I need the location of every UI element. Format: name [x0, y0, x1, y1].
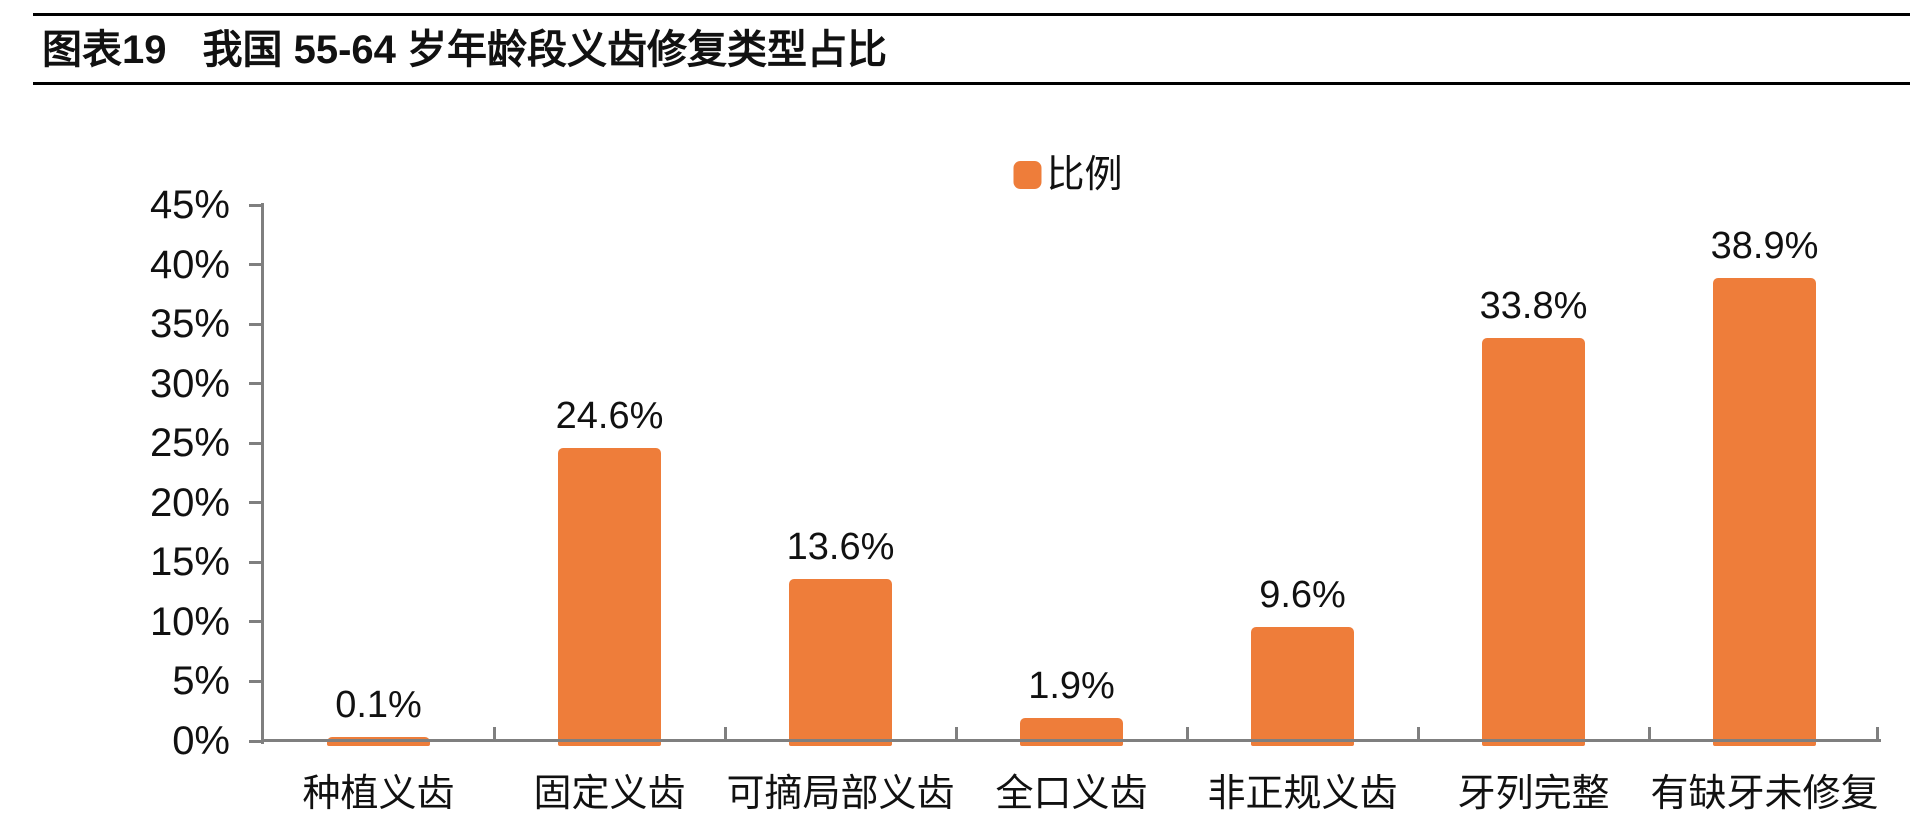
x-tick	[1875, 727, 1879, 740]
bar	[558, 448, 661, 746]
chart-number: 图表19	[42, 28, 167, 72]
x-category-label: 可摘局部义齿	[726, 773, 955, 815]
bar-value-label: 24.6%	[555, 395, 664, 438]
y-tick	[249, 679, 263, 683]
y-tick	[249, 203, 263, 207]
bar-value-label: 1.9%	[1028, 665, 1115, 708]
figure-header: 图表19 我国 55-64 岁年龄段义齿修复类型占比	[42, 27, 887, 73]
x-tick	[1647, 727, 1651, 740]
x-category-label: 有缺牙未修复	[1650, 773, 1879, 815]
x-tick	[954, 727, 958, 740]
y-tick-label: 15%	[149, 540, 230, 585]
x-tick	[492, 727, 496, 740]
legend-swatch-icon	[1013, 161, 1042, 189]
y-tick	[249, 501, 263, 505]
x-axis	[261, 739, 1881, 742]
y-tick	[249, 560, 263, 564]
y-tick	[249, 263, 263, 267]
bar-value-label: 0.1%	[335, 684, 422, 726]
x-tick	[1185, 727, 1189, 740]
y-tick	[249, 739, 263, 743]
header-rule	[33, 82, 1910, 85]
y-axis	[261, 203, 264, 744]
x-category-label: 非正规义齿	[1207, 773, 1398, 815]
bar-value-label: 38.9%	[1710, 224, 1819, 267]
page-title: 我国 55-64 岁年龄段义齿修复类型占比	[202, 28, 888, 72]
y-tick-label: 0%	[172, 719, 230, 763]
x-category-label: 全口义齿	[995, 773, 1148, 815]
legend: 比例	[1013, 154, 1123, 196]
y-tick	[249, 382, 263, 386]
x-tick	[723, 727, 727, 740]
bar	[789, 579, 892, 746]
x-category-label: 牙列完整	[1457, 773, 1610, 815]
y-tick-label: 20%	[149, 480, 230, 525]
legend-label: 比例	[1046, 154, 1123, 196]
y-tick-label: 30%	[149, 361, 230, 406]
x-tick	[1416, 727, 1420, 740]
top-rule	[33, 13, 1910, 16]
bar	[1482, 338, 1585, 746]
y-tick	[249, 322, 263, 326]
y-tick	[249, 441, 263, 445]
bar-value-label: 13.6%	[786, 526, 895, 569]
x-category-label: 种植义齿	[302, 773, 455, 815]
y-tick-label: 40%	[149, 242, 230, 287]
y-tick-label: 45%	[149, 183, 230, 228]
bar	[1713, 277, 1816, 746]
x-category-label: 固定义齿	[533, 773, 686, 815]
bar-value-label: 9.6%	[1259, 573, 1346, 616]
bar	[1251, 626, 1354, 746]
y-tick-label: 5%	[172, 659, 230, 704]
bar-value-label: 33.8%	[1479, 285, 1588, 328]
y-tick-label: 25%	[149, 421, 230, 466]
y-tick	[249, 620, 263, 624]
y-tick-label: 10%	[149, 599, 230, 644]
y-tick-label: 35%	[149, 302, 230, 347]
